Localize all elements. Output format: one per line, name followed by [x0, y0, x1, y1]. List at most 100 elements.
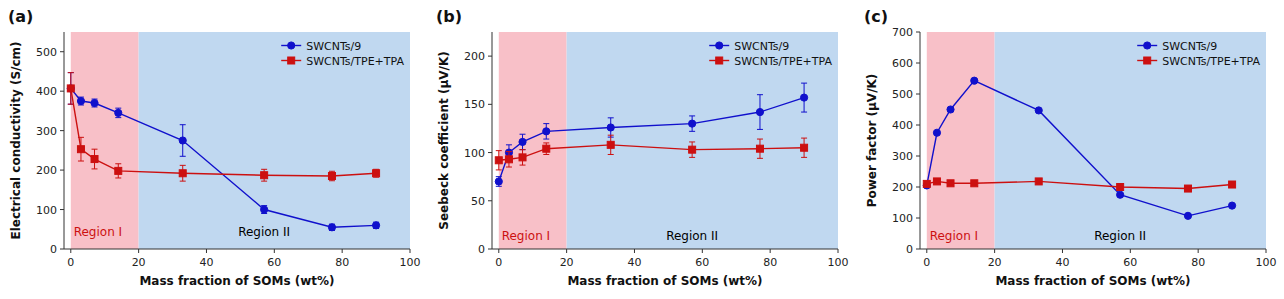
point: [77, 146, 84, 153]
error-cap: [506, 151, 512, 152]
error-bar: [261, 206, 267, 214]
error-cap: [329, 171, 335, 172]
region-label: Region II: [238, 225, 290, 239]
y-tick: [60, 130, 64, 131]
region: [995, 32, 1266, 249]
x-tick: [994, 249, 995, 253]
x-tick: [1130, 249, 1131, 253]
error-bar: [115, 108, 121, 117]
error-cap: [115, 177, 121, 178]
y-tick: [916, 32, 920, 33]
y-tick-label: 600: [892, 57, 913, 70]
error-bar: [115, 164, 121, 178]
error-cap: [261, 181, 267, 182]
y-tick-label: 700: [892, 26, 913, 39]
error-cap: [543, 142, 549, 143]
point: [77, 97, 84, 104]
error-bar: [506, 152, 512, 167]
error-cap: [801, 157, 807, 158]
region: [567, 32, 838, 249]
error-cap: [92, 168, 98, 169]
x-tick-label: 20: [560, 256, 574, 269]
x-tick-label: 20: [132, 256, 146, 269]
error-bar: [92, 99, 98, 107]
error-bar: [689, 116, 695, 131]
y-tick: [488, 249, 492, 250]
point: [1117, 191, 1124, 198]
legend: SWCNTs/9 SWCNTs/TPE+TPA: [1137, 40, 1260, 68]
error-cap: [689, 115, 695, 116]
y-axis: [492, 32, 493, 249]
error-cap: [496, 169, 502, 170]
error-cap: [520, 149, 526, 150]
point: [933, 129, 940, 136]
series-line: [927, 81, 1232, 216]
x-tick-label: 0: [495, 256, 502, 269]
legend-label: SWCNTs/TPE+TPA: [734, 55, 832, 68]
error-cap: [115, 163, 121, 164]
y-tick: [488, 56, 492, 57]
legend-label: SWCNTs/9: [306, 40, 361, 53]
y-tick: [488, 200, 492, 201]
y-tick-label: 0: [50, 243, 57, 256]
y-tick: [916, 187, 920, 188]
error-bar: [329, 224, 335, 230]
error-bar: [608, 118, 614, 137]
figure: 0204060801000100200300400500Mass fractio…: [0, 0, 1284, 299]
x-tick: [566, 249, 567, 253]
series-line: [499, 98, 804, 182]
series-line: [71, 88, 376, 176]
x-tick-label: 100: [400, 256, 421, 269]
error-cap: [689, 131, 695, 132]
region-label: Region II: [1094, 229, 1146, 243]
region-label: Region II: [666, 229, 718, 243]
error-cap: [608, 135, 614, 136]
y-tick: [916, 218, 920, 219]
legend-marker: [1144, 57, 1151, 64]
y-tick: [916, 156, 920, 157]
point: [495, 157, 502, 164]
region: [139, 32, 410, 249]
error-bar: [543, 124, 549, 139]
point: [261, 172, 268, 179]
legend-marker: [288, 42, 295, 49]
point: [519, 138, 526, 145]
x-tick: [206, 249, 207, 253]
point: [947, 106, 954, 113]
x-axis: [64, 249, 410, 250]
error-bar: [373, 169, 379, 177]
point: [1184, 212, 1191, 219]
point: [607, 124, 614, 131]
point: [1229, 181, 1236, 188]
error-cap: [496, 186, 502, 187]
x-axis: [920, 249, 1266, 250]
y-tick-label: 500: [36, 46, 57, 59]
error-cap: [180, 156, 186, 157]
x-tick: [410, 249, 411, 253]
error-cap: [180, 165, 186, 166]
error-cap: [543, 154, 549, 155]
x-axis-label: Mass fraction of SOMs (wt%): [139, 274, 334, 288]
error-bar: [801, 83, 807, 112]
legend-label: SWCNTs/9: [1162, 40, 1217, 53]
legend-label: SWCNTs/TPE+TPA: [1162, 55, 1260, 68]
point: [373, 170, 380, 177]
legend-marker: [288, 57, 295, 64]
point: [1228, 202, 1235, 209]
legend: SWCNTs/9SWCNTs/TPE+TPA: [709, 40, 832, 68]
point: [756, 108, 763, 115]
error-cap: [520, 149, 526, 150]
y-tick-label: 100: [892, 212, 913, 225]
x-axis-label: Mass fraction of SOMs (wt%): [995, 274, 1190, 288]
error-bar: [92, 149, 98, 169]
error-bar: [757, 139, 763, 158]
y-tick-label: 0: [906, 243, 913, 256]
panel-label: (a): [8, 7, 33, 26]
error-cap: [608, 154, 614, 155]
error-cap: [757, 94, 763, 95]
point: [607, 141, 614, 148]
x-tick-label: 100: [1256, 256, 1277, 269]
error-cap: [506, 167, 512, 168]
y-tick-label: 150: [464, 98, 485, 111]
y-tick: [916, 249, 920, 250]
